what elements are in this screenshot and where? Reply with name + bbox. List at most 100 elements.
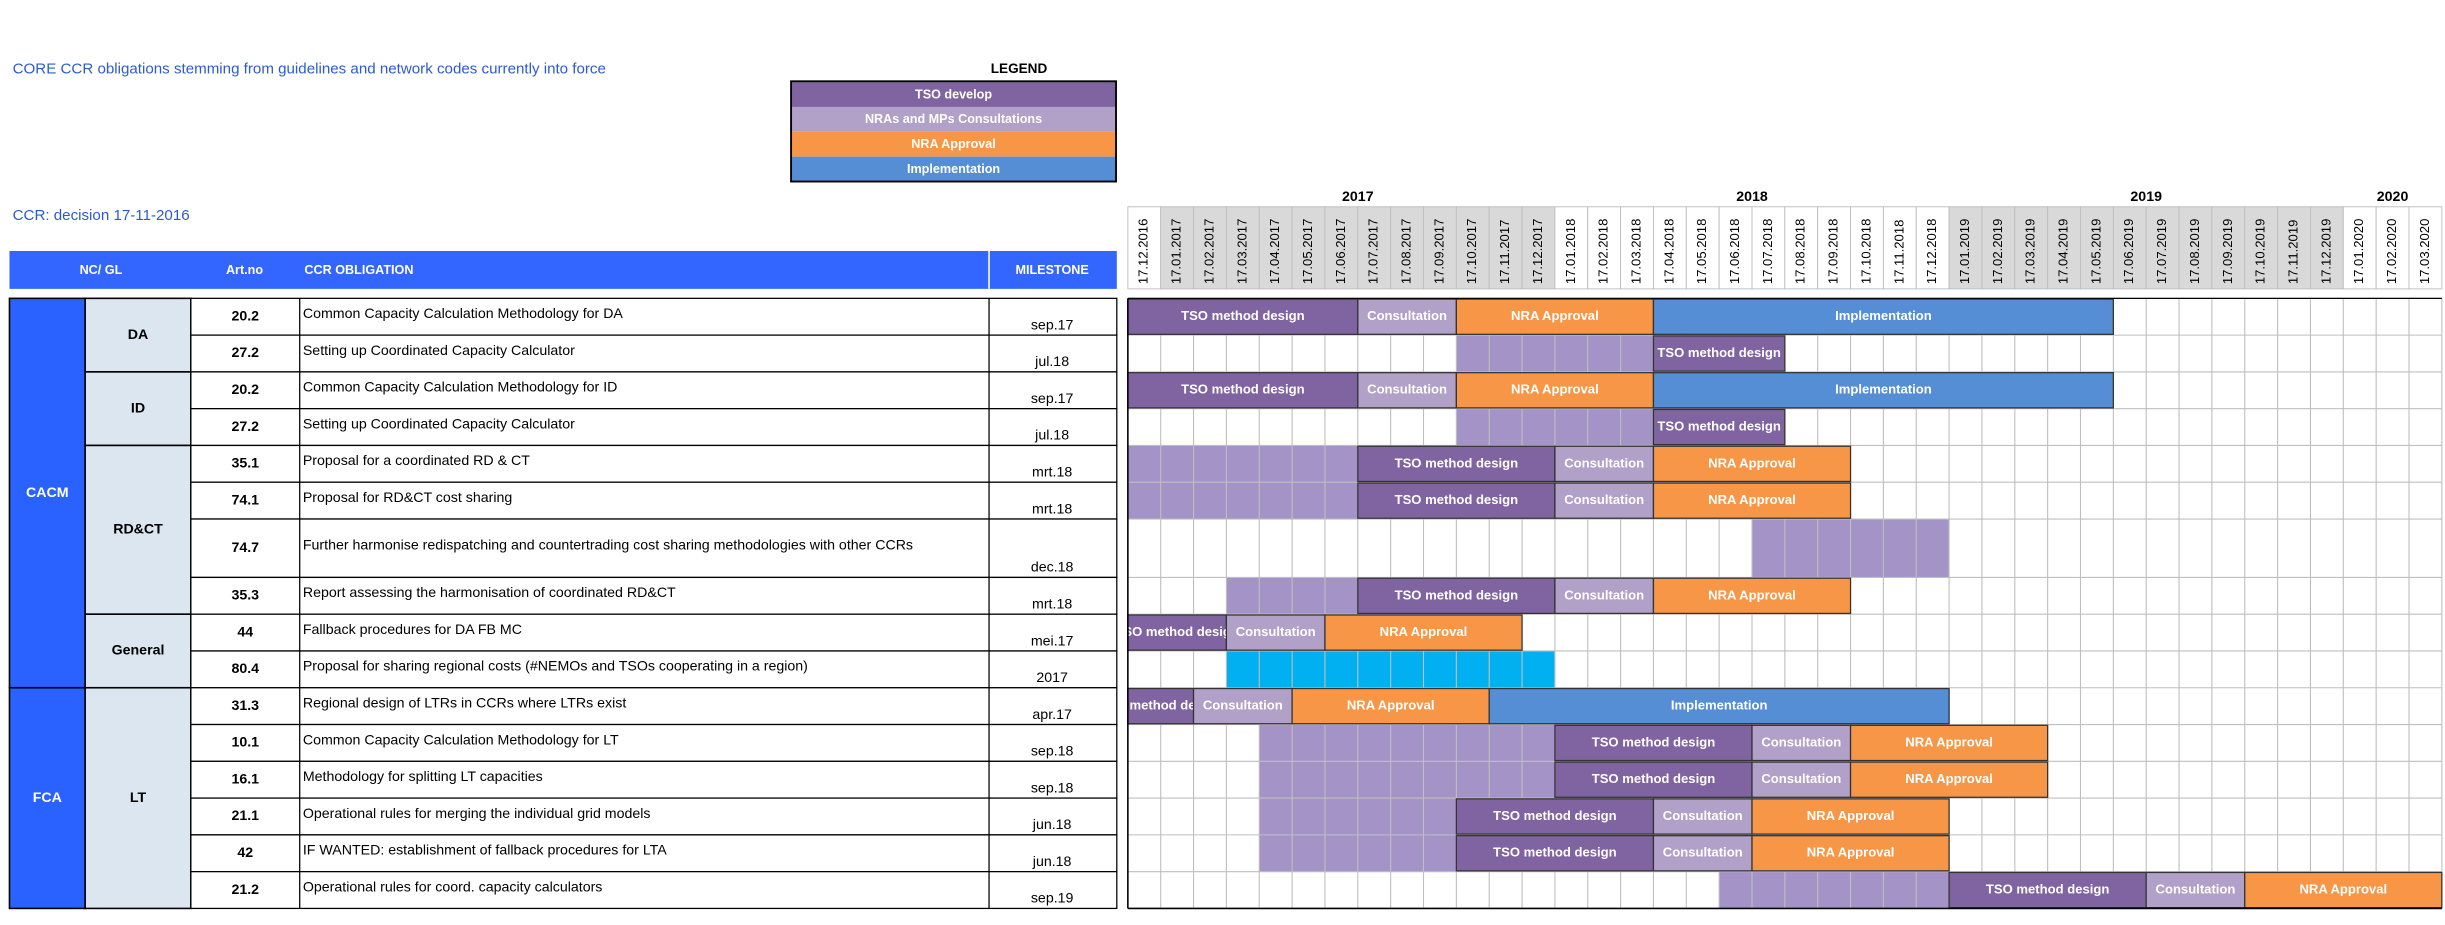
gantt-bar bbox=[1652, 482, 1852, 519]
obligation: Further harmonise redispatching and coun… bbox=[303, 538, 913, 554]
legend-label: NRAs and MPs Consultations bbox=[865, 112, 1042, 126]
milestone: jul.18 bbox=[1034, 354, 1069, 370]
art-no: 21.2 bbox=[231, 882, 259, 898]
art-no: 21.1 bbox=[231, 808, 259, 824]
gantt-bar-label: Consultation bbox=[1203, 698, 1283, 713]
month-header-cell bbox=[1981, 206, 2016, 290]
gantt-bar-label: TSO method design bbox=[1115, 624, 1238, 639]
milestone: 2017 bbox=[1036, 670, 1068, 686]
month-header-cell bbox=[1718, 206, 1753, 290]
legend-label: TSO develop bbox=[915, 87, 992, 101]
gantt-bar-label: NRA Approval bbox=[1807, 845, 1895, 860]
month-header-cell bbox=[2277, 206, 2311, 290]
month-label: 17.01.2018 bbox=[1563, 219, 1578, 284]
row-cell bbox=[190, 871, 1118, 910]
subgroup-label: DA bbox=[128, 327, 148, 343]
obligation: Operational rules for merging the indivi… bbox=[303, 806, 651, 822]
obligation: Setting up Coordinated Capacity Calculat… bbox=[303, 416, 575, 432]
milestone: sep.18 bbox=[1031, 744, 1074, 760]
month-header-cell bbox=[2375, 206, 2410, 290]
gantt-bar-label: TSO method design bbox=[1493, 808, 1616, 823]
gantt-bar bbox=[1357, 577, 1556, 615]
year-label: 2019 bbox=[2130, 189, 2162, 205]
month-label: 17.03.2020 bbox=[2417, 219, 2432, 284]
month-header-cell bbox=[1915, 206, 1950, 290]
month-header-cell bbox=[1455, 206, 1490, 290]
gantt-bar-label: TSO method design bbox=[1986, 881, 2109, 896]
month-header-cell bbox=[1554, 206, 1589, 290]
gantt-bar bbox=[1751, 724, 1852, 762]
art-no: 31.3 bbox=[231, 698, 259, 714]
gantt-bar bbox=[1849, 761, 2049, 798]
legend-label: NRA Approval bbox=[911, 137, 996, 151]
gantt-bar-label: TSO method design bbox=[1592, 734, 1715, 749]
gantt-bar bbox=[1849, 724, 2049, 762]
milestone: jun.18 bbox=[1032, 854, 1072, 870]
gantt-bar bbox=[1554, 724, 1753, 762]
gantt-bar-label: Implementation bbox=[1671, 698, 1768, 713]
legend-swatch bbox=[791, 156, 1116, 182]
month-header-cell bbox=[1850, 206, 1884, 290]
row-cell bbox=[190, 687, 1118, 726]
obligation: Fallback procedures for DA FB MC bbox=[303, 622, 522, 638]
ccr-note: CCR: decision 17-11-2016 bbox=[13, 207, 190, 224]
gantt-bar-label: NRA Approval bbox=[1905, 771, 1993, 786]
gantt-bar-label: NRA Approval bbox=[1511, 308, 1599, 323]
month-label: 17.04.2019 bbox=[2056, 219, 2071, 284]
month-label: 17.03.2019 bbox=[2023, 219, 2038, 284]
group-cell bbox=[8, 686, 86, 910]
group-label: FCA bbox=[33, 790, 62, 806]
art-no: 74.7 bbox=[231, 540, 259, 556]
gantt-bar bbox=[1652, 408, 1786, 446]
art-no: 16.1 bbox=[231, 771, 259, 787]
gantt-bar bbox=[1357, 298, 1457, 335]
obligation: Common Capacity Calculation Methodology … bbox=[303, 380, 618, 396]
month-label: 17.05.2019 bbox=[2088, 219, 2103, 284]
month-label: 17.12.2016 bbox=[1136, 219, 1151, 284]
art-no: 44 bbox=[237, 624, 253, 640]
year-label: 2017 bbox=[1342, 189, 1374, 205]
month-header-cell bbox=[2408, 206, 2443, 290]
milestone: sep.17 bbox=[1031, 391, 1074, 407]
gantt-bar-label: Consultation bbox=[2156, 881, 2236, 896]
obligation: Regional design of LTRs in CCRs where LT… bbox=[303, 696, 626, 712]
gantt-bar-label: Consultation bbox=[1564, 455, 1644, 470]
month-header-cell bbox=[1160, 206, 1195, 290]
gantt-bar bbox=[1127, 372, 1359, 409]
month-label: 17.02.2017 bbox=[1201, 219, 1216, 284]
row-cell bbox=[190, 444, 1118, 483]
gantt-bar-label: TSO method design bbox=[1181, 308, 1304, 323]
header-label: CCR OBLIGATION bbox=[304, 263, 413, 277]
month-label: 17.02.2020 bbox=[2384, 219, 2399, 284]
gantt-bar bbox=[1554, 445, 1655, 483]
table-header bbox=[9, 250, 1117, 289]
month-header-cell bbox=[2047, 206, 2081, 290]
month-label: 17.10.2018 bbox=[1858, 219, 1873, 284]
legend-label: Implementation bbox=[907, 162, 1000, 176]
gantt-bar bbox=[1324, 614, 1523, 651]
gantt-bar bbox=[1719, 871, 1950, 909]
subgroup-cell bbox=[84, 613, 192, 689]
art-no: 35.3 bbox=[231, 588, 259, 604]
obligation: Proposal for RD&CT cost sharing bbox=[303, 490, 512, 506]
subgroup-label: General bbox=[112, 643, 165, 659]
legend-border bbox=[790, 80, 1117, 183]
gantt-bar-label: TSO method design bbox=[1395, 587, 1518, 602]
month-label: 17.09.2019 bbox=[2220, 219, 2235, 284]
month-header-cell bbox=[2211, 206, 2246, 290]
year-label: 2018 bbox=[1736, 189, 1768, 205]
gantt-bar-label: TSO method design bbox=[1592, 771, 1715, 786]
milestone: mei.17 bbox=[1031, 633, 1074, 649]
gantt-bar bbox=[1259, 724, 1555, 762]
month-label: 17.05.2017 bbox=[1300, 219, 1315, 284]
month-label: 17.08.2019 bbox=[2187, 219, 2202, 284]
obligation: Report assessing the harmonisation of co… bbox=[303, 585, 676, 601]
gantt-bar bbox=[1652, 798, 1753, 835]
gantt-bar-label: Consultation bbox=[1663, 845, 1743, 860]
gantt-bar-label: TSO method design bbox=[1395, 492, 1518, 507]
gantt-bar-label: Consultation bbox=[1564, 492, 1644, 507]
month-label: 17.07.2017 bbox=[1366, 219, 1381, 284]
month-header-cell bbox=[1127, 206, 1162, 290]
gantt-bar-label: NRA Approval bbox=[1708, 492, 1796, 507]
